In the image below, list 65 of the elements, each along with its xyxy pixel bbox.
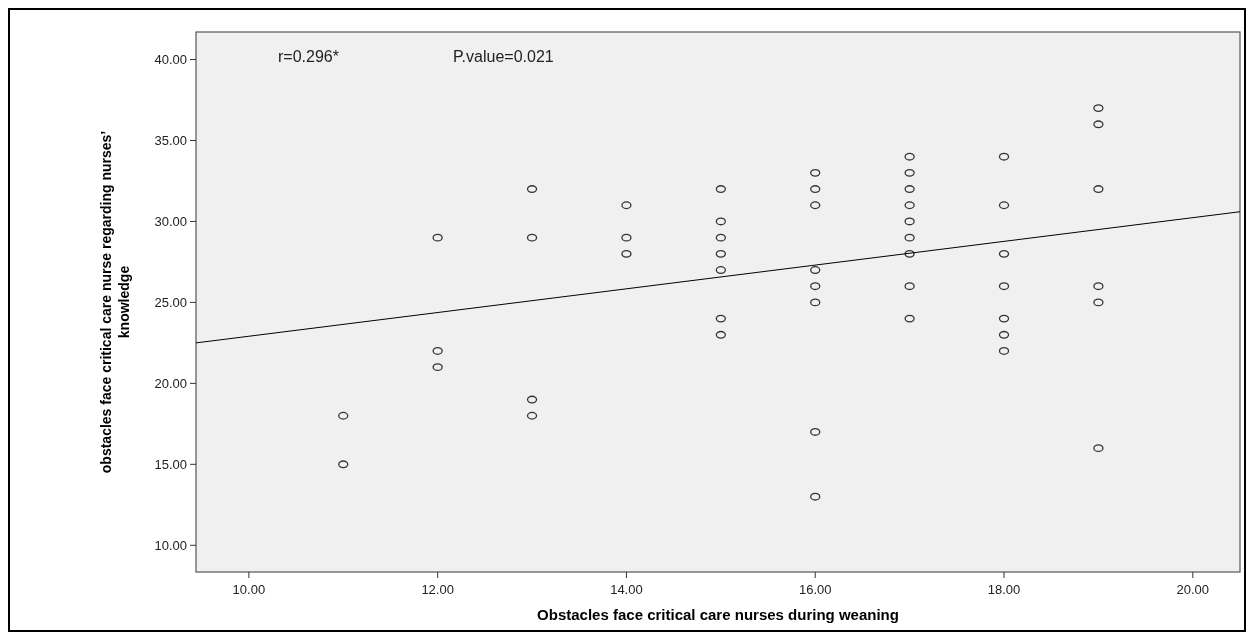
- x-tick-label: 14.00: [610, 582, 643, 597]
- point: [998, 152, 1010, 161]
- point: [904, 249, 915, 258]
- point: [998, 330, 1010, 339]
- point: [526, 395, 538, 404]
- point: [904, 217, 915, 226]
- point: [998, 201, 1010, 210]
- x-tick-label: 20.00: [1176, 582, 1210, 597]
- y-tick-label: 35.00: [154, 133, 187, 149]
- point: [1093, 298, 1104, 307]
- x-tick-label: 12.00: [421, 582, 454, 597]
- point: [715, 330, 726, 339]
- point: [526, 185, 538, 194]
- point: [810, 282, 821, 291]
- point: [1093, 185, 1104, 194]
- point: [338, 460, 349, 469]
- point: [810, 201, 821, 210]
- x-tick-label: 18.00: [987, 582, 1021, 597]
- point: [526, 411, 538, 420]
- point: [904, 314, 915, 323]
- point: [715, 217, 726, 226]
- point: [810, 492, 821, 501]
- y-tick-label: 30.00: [154, 214, 187, 229]
- annotation: r=0.296*: [278, 48, 339, 65]
- point: [432, 233, 443, 242]
- y-tick-label: 15.00: [154, 456, 187, 472]
- point: [432, 363, 443, 372]
- x-tick-label: 10.00: [232, 582, 266, 597]
- point: [1093, 104, 1104, 113]
- y-tick-label: 40.00: [154, 52, 187, 68]
- point: [904, 168, 915, 177]
- x-tick-label: 16.00: [798, 582, 832, 597]
- point: [621, 249, 632, 258]
- point: [810, 427, 821, 436]
- y-axis-title: obstacles face critical care nurse regarding nurses’ knowledge: [98, 130, 132, 474]
- x-axis-title: Obstacles face critical care nurses during weaning: [537, 606, 899, 623]
- point: [998, 249, 1010, 258]
- point: [1093, 120, 1104, 129]
- point: [904, 282, 915, 291]
- y-tick-label: 20.00: [154, 375, 187, 391]
- point: [904, 185, 915, 194]
- point: [432, 347, 443, 355]
- point: [810, 168, 821, 177]
- annotation: P.value=0.021: [453, 48, 554, 65]
- point: [998, 314, 1010, 323]
- point: [526, 233, 538, 242]
- point: [810, 266, 821, 274]
- point: [715, 185, 726, 194]
- point: [904, 152, 915, 161]
- point: [715, 233, 726, 242]
- y-tick-label: 10.00: [154, 537, 187, 553]
- point: [1093, 444, 1104, 453]
- point: [1093, 282, 1104, 291]
- point: [904, 201, 915, 210]
- point: [998, 282, 1010, 291]
- point: [715, 249, 726, 258]
- point: [715, 314, 726, 323]
- y-tick-label: 25.00: [154, 294, 187, 310]
- point: [715, 266, 726, 274]
- point: [621, 233, 632, 242]
- point: [810, 298, 821, 307]
- point: [810, 185, 821, 194]
- point: [621, 201, 632, 210]
- point: [904, 233, 915, 242]
- point: [338, 411, 349, 420]
